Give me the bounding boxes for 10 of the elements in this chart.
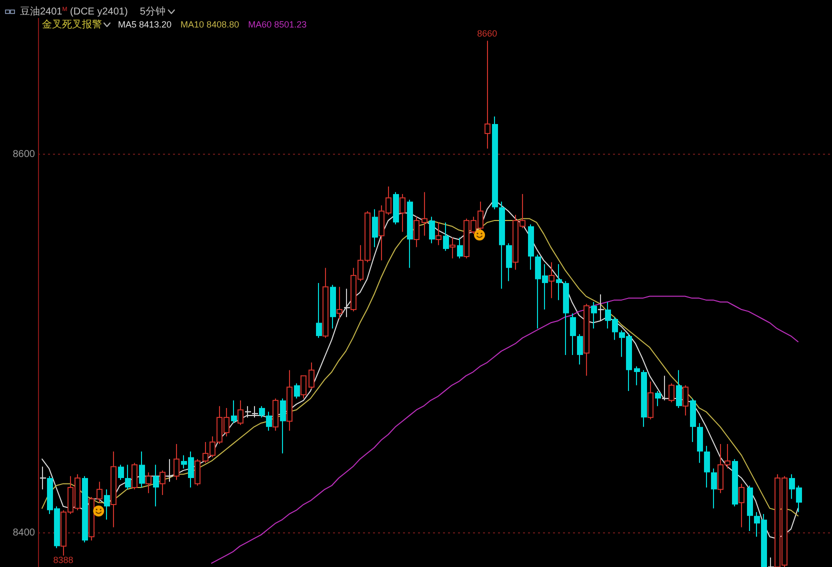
y-tick-label: 8600 [12,148,35,160]
y-tick-label: 8400 [12,528,35,539]
legend-item: MA5 8413.20 [118,19,172,30]
subtitle: 5分钟 [140,6,166,18]
annotation: 8660 [477,28,498,39]
legend-item: MA10 8408.80 [180,19,240,30]
title: 豆油2401$^{M}$ (DCE y2401) [20,6,128,18]
annotation: 8388 [53,555,74,566]
annotation: 金叉死叉报警 [42,20,102,31]
legend-item: MA60 8501.23 [248,19,307,30]
